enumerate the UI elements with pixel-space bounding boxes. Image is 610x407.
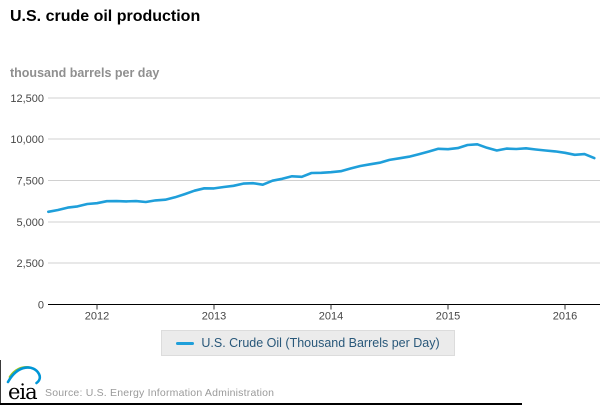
legend[interactable]: U.S. Crude Oil (Thousand Barrels per Day… (161, 330, 455, 356)
source-attribution: Source: U.S. Energy Information Administ… (45, 387, 275, 399)
x-axis-tick-label: 2014 (319, 310, 343, 322)
x-axis-tick-label: 2016 (553, 310, 577, 322)
chart-y-axis-title: thousand barrels per day (10, 66, 160, 80)
y-axis-tick-label: 2,500 (16, 258, 44, 270)
y-axis-tick-label: 10,000 (10, 134, 44, 146)
x-axis-tick-label: 2015 (436, 310, 460, 322)
eia-logo-blue-arc (6, 366, 42, 385)
y-axis-tick-label: 0 (38, 299, 44, 311)
legend-line-swatch (176, 341, 195, 345)
x-axis-tick-label: 2012 (85, 310, 109, 322)
x-axis-tick-label: 2013 (202, 310, 226, 322)
crude-oil-series-line (46, 143, 596, 214)
chart-title: U.S. crude oil production (10, 8, 201, 25)
eia-logo: eia (6, 366, 42, 404)
plot-area: 0 2,500 5,000 7,500 10,000 12,500 2012 2013 2014… (10, 93, 600, 322)
y-axis-tick-label: 7,500 (16, 176, 44, 188)
y-axis-tick-label: 5,000 (16, 217, 44, 229)
y-axis-tick-label: 12,500 (10, 93, 44, 105)
eia-logo-text: eia (8, 380, 37, 404)
footer-bottom-border (0, 403, 522, 405)
legend-item-label[interactable]: U.S. Crude Oil (Thousand Barrels per Day… (201, 336, 440, 350)
footer-left-border (0, 360, 1, 405)
